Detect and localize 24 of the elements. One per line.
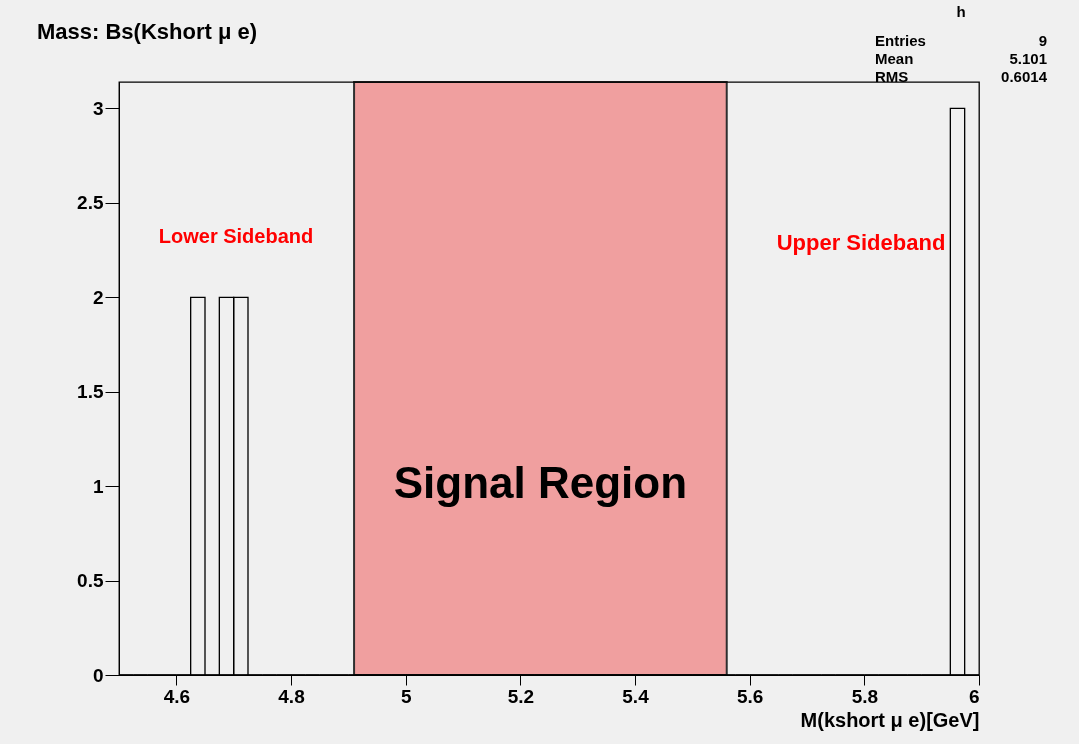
x-axis-title: M(kshort μ e)[GeV]: [800, 708, 980, 731]
x-tick-label: 5.4: [622, 685, 650, 707]
y-tick-label: 2: [92, 286, 104, 308]
x-tick-label: 5: [400, 685, 412, 707]
x-tick-label: 5.8: [851, 685, 879, 707]
x-tick-label: 5.6: [736, 685, 764, 707]
annotation: Upper Sideband: [776, 230, 946, 255]
x-tick-label: 4.6: [163, 685, 191, 707]
x-tick-label: 6: [968, 685, 980, 707]
y-tick-label: 0: [92, 664, 104, 686]
y-tick-label: 0.5: [77, 570, 104, 592]
annotation: Lower Sideband: [158, 225, 314, 247]
text: Entries 9: [875, 32, 1047, 49]
y-tick-label: 1: [92, 475, 104, 497]
text: Mean 5.101: [875, 50, 1047, 67]
text: h: [956, 3, 966, 20]
text: RMS 0.6014: [875, 68, 1047, 85]
x-tick-label: 4.8: [278, 685, 305, 707]
band-label: Signal Region: [393, 458, 688, 507]
y-tick-label: 2.5: [77, 192, 104, 214]
y-tick-label: 3: [92, 97, 104, 119]
x-tick-label: 5.2: [507, 685, 535, 707]
chart-title: Mass: Bs(Kshort μ e): [37, 19, 258, 44]
y-tick-label: 1.5: [77, 381, 104, 403]
